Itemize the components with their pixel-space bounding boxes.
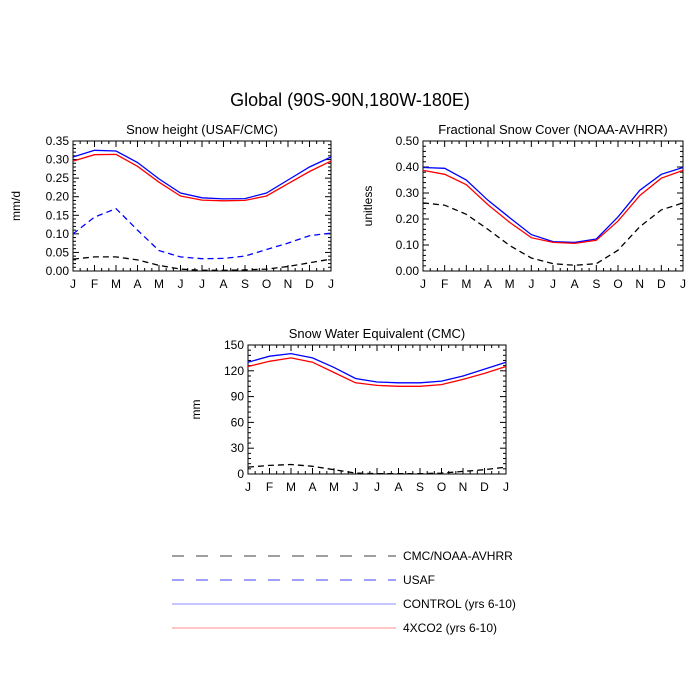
y-tick-label: 0.10 <box>46 227 70 241</box>
x-tick-label: A <box>571 277 579 291</box>
x-tick-label: O <box>437 480 446 494</box>
y-tick-label: 0.00 <box>396 264 420 278</box>
x-tick-label: J <box>328 277 334 291</box>
x-tick-label: N <box>459 480 468 494</box>
y-axis-label: mm <box>189 400 203 420</box>
panel-title: Fractional Snow Cover (NOAA-AVHRR) <box>438 122 667 137</box>
x-tick-label: A <box>394 480 402 494</box>
y-tick-label: 0.20 <box>396 212 420 226</box>
y-tick-label: 0.50 <box>396 134 420 148</box>
x-tick-label: D <box>480 480 489 494</box>
x-tick-label: J <box>178 277 184 291</box>
y-tick-label: 0.10 <box>396 238 420 252</box>
series-line-cmc-noaa-avhrr <box>72 256 332 271</box>
x-tick-label: J <box>70 277 76 291</box>
x-tick-label: S <box>592 277 600 291</box>
panel-snow-height: Snow height (USAF/CMC)mm/dJ F M A M J J A S O N D J0… <box>9 122 334 291</box>
legend: CMC/NOAA-AVHRR USAF CONTROL (yrs 6-10) 4XCO… <box>172 549 516 635</box>
y-tick-label: 0.25 <box>46 171 70 185</box>
figure-title: Global (90S-90N,180W-180E) <box>230 90 470 110</box>
x-tick-label: J <box>550 277 556 291</box>
plot-frame <box>422 140 684 272</box>
y-tick-label: 0.05 <box>46 245 70 259</box>
x-tick-label: D <box>305 277 314 291</box>
x-tick-label: N <box>635 277 644 291</box>
x-tick-label: F <box>441 277 448 291</box>
x-tick-label: O <box>613 277 622 291</box>
series-line-cmc-noaa-avhrr <box>422 202 684 266</box>
legend-label: USAF <box>403 573 435 587</box>
x-tick-label: O <box>262 277 271 291</box>
legend-label: 4XCO2 (yrs 6-10) <box>403 621 497 635</box>
y-tick-label: 0.15 <box>46 208 70 222</box>
y-tick-label: 0.20 <box>46 190 70 204</box>
x-tick-label: N <box>284 277 293 291</box>
x-tick-label: S <box>416 480 424 494</box>
x-tick-label: J <box>528 277 534 291</box>
y-tick-label: 60 <box>231 415 245 429</box>
x-tick-label: J <box>680 277 686 291</box>
y-tick-label: 0.00 <box>46 264 70 278</box>
x-tick-label: S <box>241 277 249 291</box>
x-tick-label: J <box>503 480 509 494</box>
y-tick-label: 120 <box>224 364 244 378</box>
y-tick-label: 0.35 <box>46 134 70 148</box>
x-tick-label: M <box>461 277 471 291</box>
series-line-4xco2-yrs-6-10 <box>247 357 507 387</box>
x-tick-label: J <box>374 480 380 494</box>
x-tick-label: D <box>657 277 666 291</box>
series-line-control-yrs-6-10 <box>422 166 684 244</box>
series-line-4xco2-yrs-6-10 <box>422 169 684 245</box>
y-tick-label: 0 <box>237 467 244 481</box>
y-tick-label: 0.40 <box>396 160 420 174</box>
legend-label: CONTROL (yrs 6-10) <box>403 597 516 611</box>
y-axis-label: unitless <box>361 186 375 227</box>
plot-frame <box>247 344 507 475</box>
series-line-usaf <box>72 207 332 260</box>
x-tick-label: M <box>329 480 339 494</box>
series-line-control-yrs-6-10 <box>72 149 332 200</box>
x-tick-label: A <box>219 277 227 291</box>
panel-snow-water-equivalent: Snow Water Equivalent (CMC)mmJ F M A M J J A S O N… <box>189 326 509 494</box>
series-line-4xco2-yrs-6-10 <box>72 153 332 202</box>
x-tick-label: A <box>484 277 492 291</box>
x-tick-label: J <box>353 480 359 494</box>
y-tick-label: 30 <box>231 441 245 455</box>
panel-title: Snow height (USAF/CMC) <box>126 122 278 137</box>
x-tick-label: J <box>199 277 205 291</box>
x-tick-label: F <box>266 480 273 494</box>
x-tick-label: A <box>308 480 316 494</box>
y-axis-label: mm/d <box>9 191 23 221</box>
x-tick-label: M <box>111 277 121 291</box>
x-tick-label: M <box>286 480 296 494</box>
y-tick-label: 0.30 <box>396 186 420 200</box>
x-tick-label: A <box>133 277 141 291</box>
x-tick-label: J <box>420 277 426 291</box>
y-tick-label: 150 <box>224 338 244 352</box>
plot-frame <box>72 140 332 272</box>
x-tick-label: M <box>505 277 515 291</box>
x-tick-label: J <box>245 480 251 494</box>
legend-label: CMC/NOAA-AVHRR <box>403 549 513 563</box>
y-tick-label: 0.30 <box>46 153 70 167</box>
panel-title: Snow Water Equivalent (CMC) <box>289 326 466 341</box>
y-tick-label: 90 <box>231 390 245 404</box>
series-line-cmc-noaa-avhrr <box>247 463 507 475</box>
series-line-control-yrs-6-10 <box>247 352 507 384</box>
x-tick-label: M <box>154 277 164 291</box>
panel-snow-cover: Fractional Snow Cover (NOAA-AVHRR) unitle… <box>361 122 686 291</box>
x-tick-label: F <box>91 277 98 291</box>
